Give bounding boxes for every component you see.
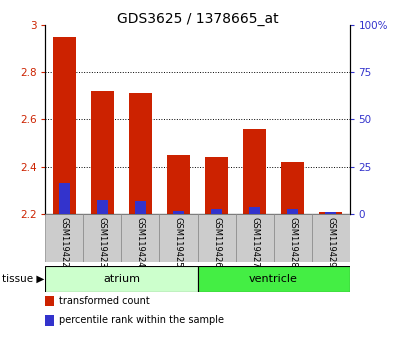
Bar bbox=[198, 214, 235, 262]
Bar bbox=[135, 201, 146, 214]
Text: GSM119423: GSM119423 bbox=[98, 217, 107, 267]
Bar bbox=[167, 155, 190, 214]
Bar bbox=[97, 200, 107, 214]
Bar bbox=[173, 211, 184, 214]
Text: GSM119422: GSM119422 bbox=[60, 217, 69, 267]
Bar bbox=[281, 162, 304, 214]
Text: GSM119426: GSM119426 bbox=[212, 217, 221, 267]
Bar bbox=[325, 212, 336, 214]
Bar bbox=[319, 212, 342, 214]
Text: GSM119427: GSM119427 bbox=[250, 217, 259, 267]
Bar bbox=[122, 214, 160, 262]
Text: tissue ▶: tissue ▶ bbox=[2, 274, 44, 284]
Bar bbox=[198, 266, 350, 292]
Bar bbox=[45, 266, 198, 292]
Bar bbox=[288, 210, 298, 214]
Bar bbox=[312, 214, 350, 262]
Bar bbox=[53, 36, 76, 214]
Text: GSM119429: GSM119429 bbox=[326, 217, 335, 267]
Text: ventricle: ventricle bbox=[249, 274, 298, 284]
Text: atrium: atrium bbox=[103, 274, 140, 284]
Bar bbox=[235, 214, 274, 262]
Bar bbox=[129, 93, 152, 214]
Text: GDS3625 / 1378665_at: GDS3625 / 1378665_at bbox=[117, 12, 278, 27]
Bar bbox=[160, 214, 198, 262]
Bar bbox=[205, 157, 228, 214]
Bar bbox=[91, 91, 114, 214]
Bar bbox=[273, 214, 312, 262]
Text: GSM119424: GSM119424 bbox=[136, 217, 145, 267]
Bar bbox=[83, 214, 122, 262]
Text: GSM119428: GSM119428 bbox=[288, 217, 297, 267]
Bar bbox=[45, 214, 83, 262]
Bar bbox=[249, 207, 260, 214]
Bar bbox=[243, 129, 266, 214]
Text: percentile rank within the sample: percentile rank within the sample bbox=[59, 315, 224, 325]
Bar bbox=[211, 210, 222, 214]
Text: transformed count: transformed count bbox=[59, 296, 150, 306]
Text: GSM119425: GSM119425 bbox=[174, 217, 183, 267]
Bar bbox=[59, 183, 70, 214]
